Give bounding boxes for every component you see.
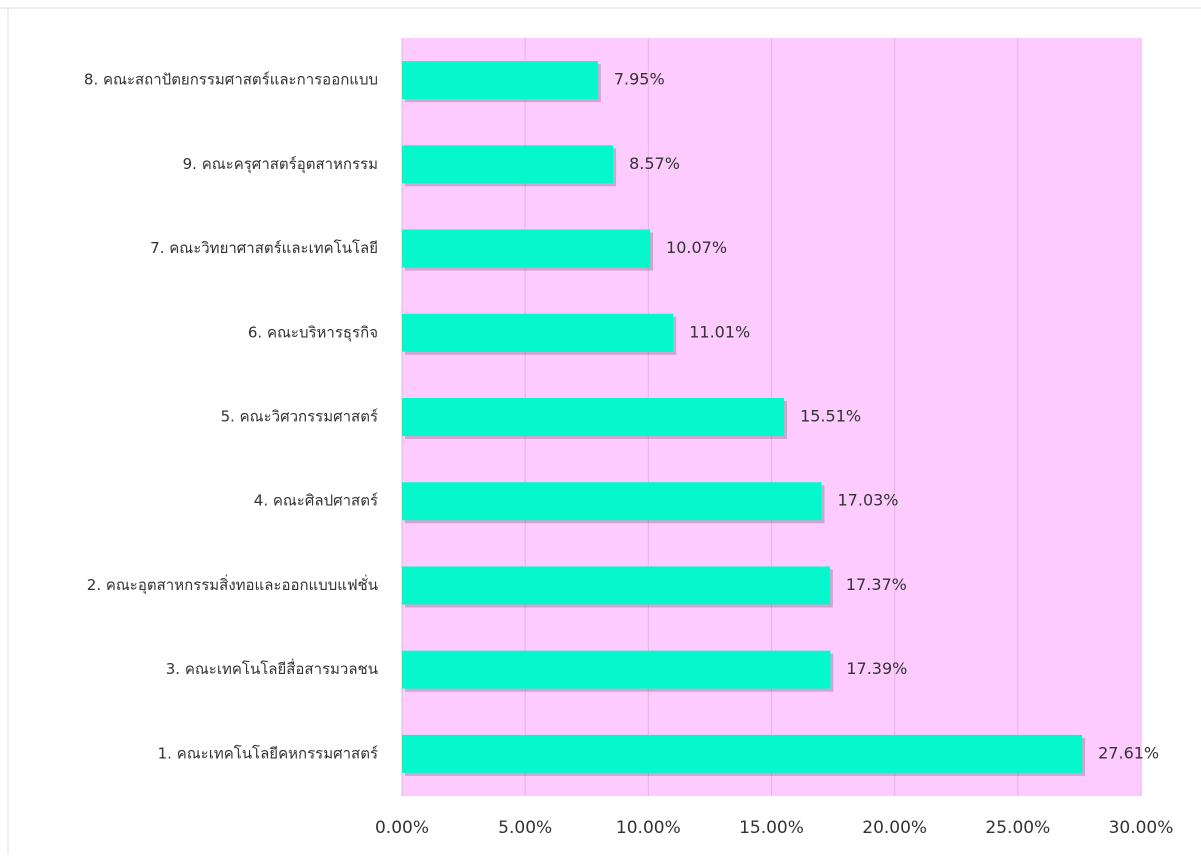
bar (402, 650, 831, 689)
y-tick-label: 1. คณะเทคโนโลยีคหกรรมศาสตร์ (158, 744, 378, 762)
y-tick-label: 7. คณะวิทยาศาสตร์และเทคโนโลยี (150, 239, 378, 257)
bar (402, 313, 674, 352)
x-tick-label: 15.00% (739, 818, 804, 838)
x-tick-label: 30.00% (1109, 818, 1174, 838)
y-tick-label: 3. คณะเทคโนโลยีสื่อสารมวลชน (166, 658, 378, 678)
value-label: 17.03% (838, 491, 899, 510)
y-tick-label: 6. คณะบริหารธุรกิจ (248, 323, 378, 342)
value-label: 7.95% (614, 70, 665, 89)
x-tick-label: 5.00% (498, 818, 552, 838)
x-tick-label: 20.00% (862, 818, 927, 838)
value-label: 11.01% (689, 322, 750, 341)
bar (402, 482, 822, 521)
y-tick-label: 4. คณะศิลปศาสตร์ (254, 492, 378, 510)
y-tick-label: 2. คณะอุตสาหกรรมสิ่งทอและออกแบบแฟชั่น (87, 574, 378, 595)
bar (402, 398, 785, 436)
bar (402, 145, 614, 184)
bar (402, 229, 651, 268)
x-tick-label: 25.00% (985, 818, 1050, 838)
value-label: 8.57% (629, 154, 680, 173)
value-label: 15.51% (800, 407, 861, 426)
x-tick-label: 10.00% (616, 818, 681, 838)
bar (402, 61, 598, 100)
bar (402, 734, 1083, 773)
value-label: 10.07% (666, 238, 727, 257)
x-tick-label: 0.00% (375, 818, 429, 838)
y-tick-label: 8. คณะสถาปัตยกรรมศาสตร์และการออกแบบ (84, 71, 378, 89)
bar (402, 566, 830, 605)
value-label: 17.37% (846, 575, 907, 594)
y-tick-label: 5. คณะวิศวกรรมศาสตร์ (221, 408, 378, 426)
value-label: 17.39% (846, 659, 907, 678)
value-label: 27.61% (1098, 743, 1159, 762)
y-tick-label: 9. คณะครุศาสตร์อุตสาหกรรม (183, 155, 378, 174)
